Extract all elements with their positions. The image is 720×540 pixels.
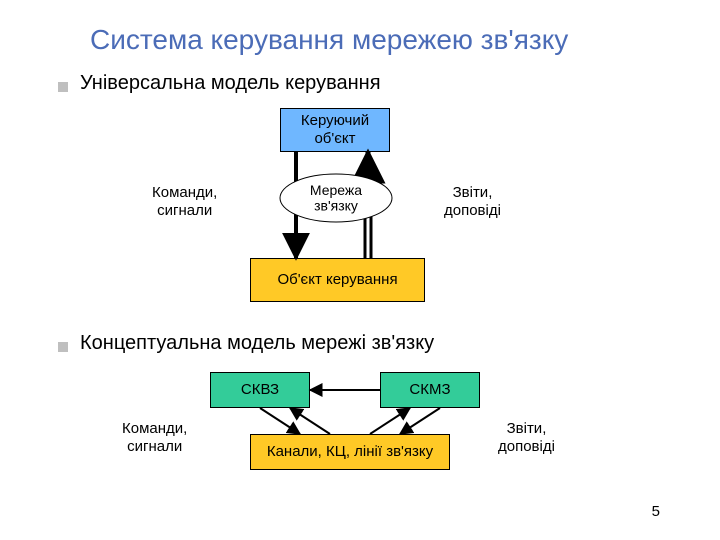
d1-right-label: Звіти,доповіді [444,184,501,220]
d1-bottom-box: Об'єкт керування [250,258,425,302]
bullet-square-2 [58,342,68,352]
d2-left-label: Команди,сигнали [122,420,187,456]
d1-left-label: Команди,сигнали [152,184,217,220]
bullet-text-1: Універсальна модель керування [80,72,381,95]
d2-bottom-box: Канали, КЦ, лінії зв'язку [250,434,450,470]
d2-right-label: Звіти,доповіді [498,420,555,456]
svg-text:Мережазв'язку: Мережазв'язку [310,182,362,213]
page-number: 5 [652,503,660,520]
bullet-square-1 [58,82,68,92]
d1-top-box: Керуючий об'єкт [280,108,390,152]
slide-title: Система керування мережею зв'язку [90,24,568,56]
d2-left-box: СКВЗ [210,372,310,408]
d2-right-box: СКМЗ [380,372,480,408]
bullet-text-2: Концептуальна модель мережі зв'язку [80,332,434,355]
